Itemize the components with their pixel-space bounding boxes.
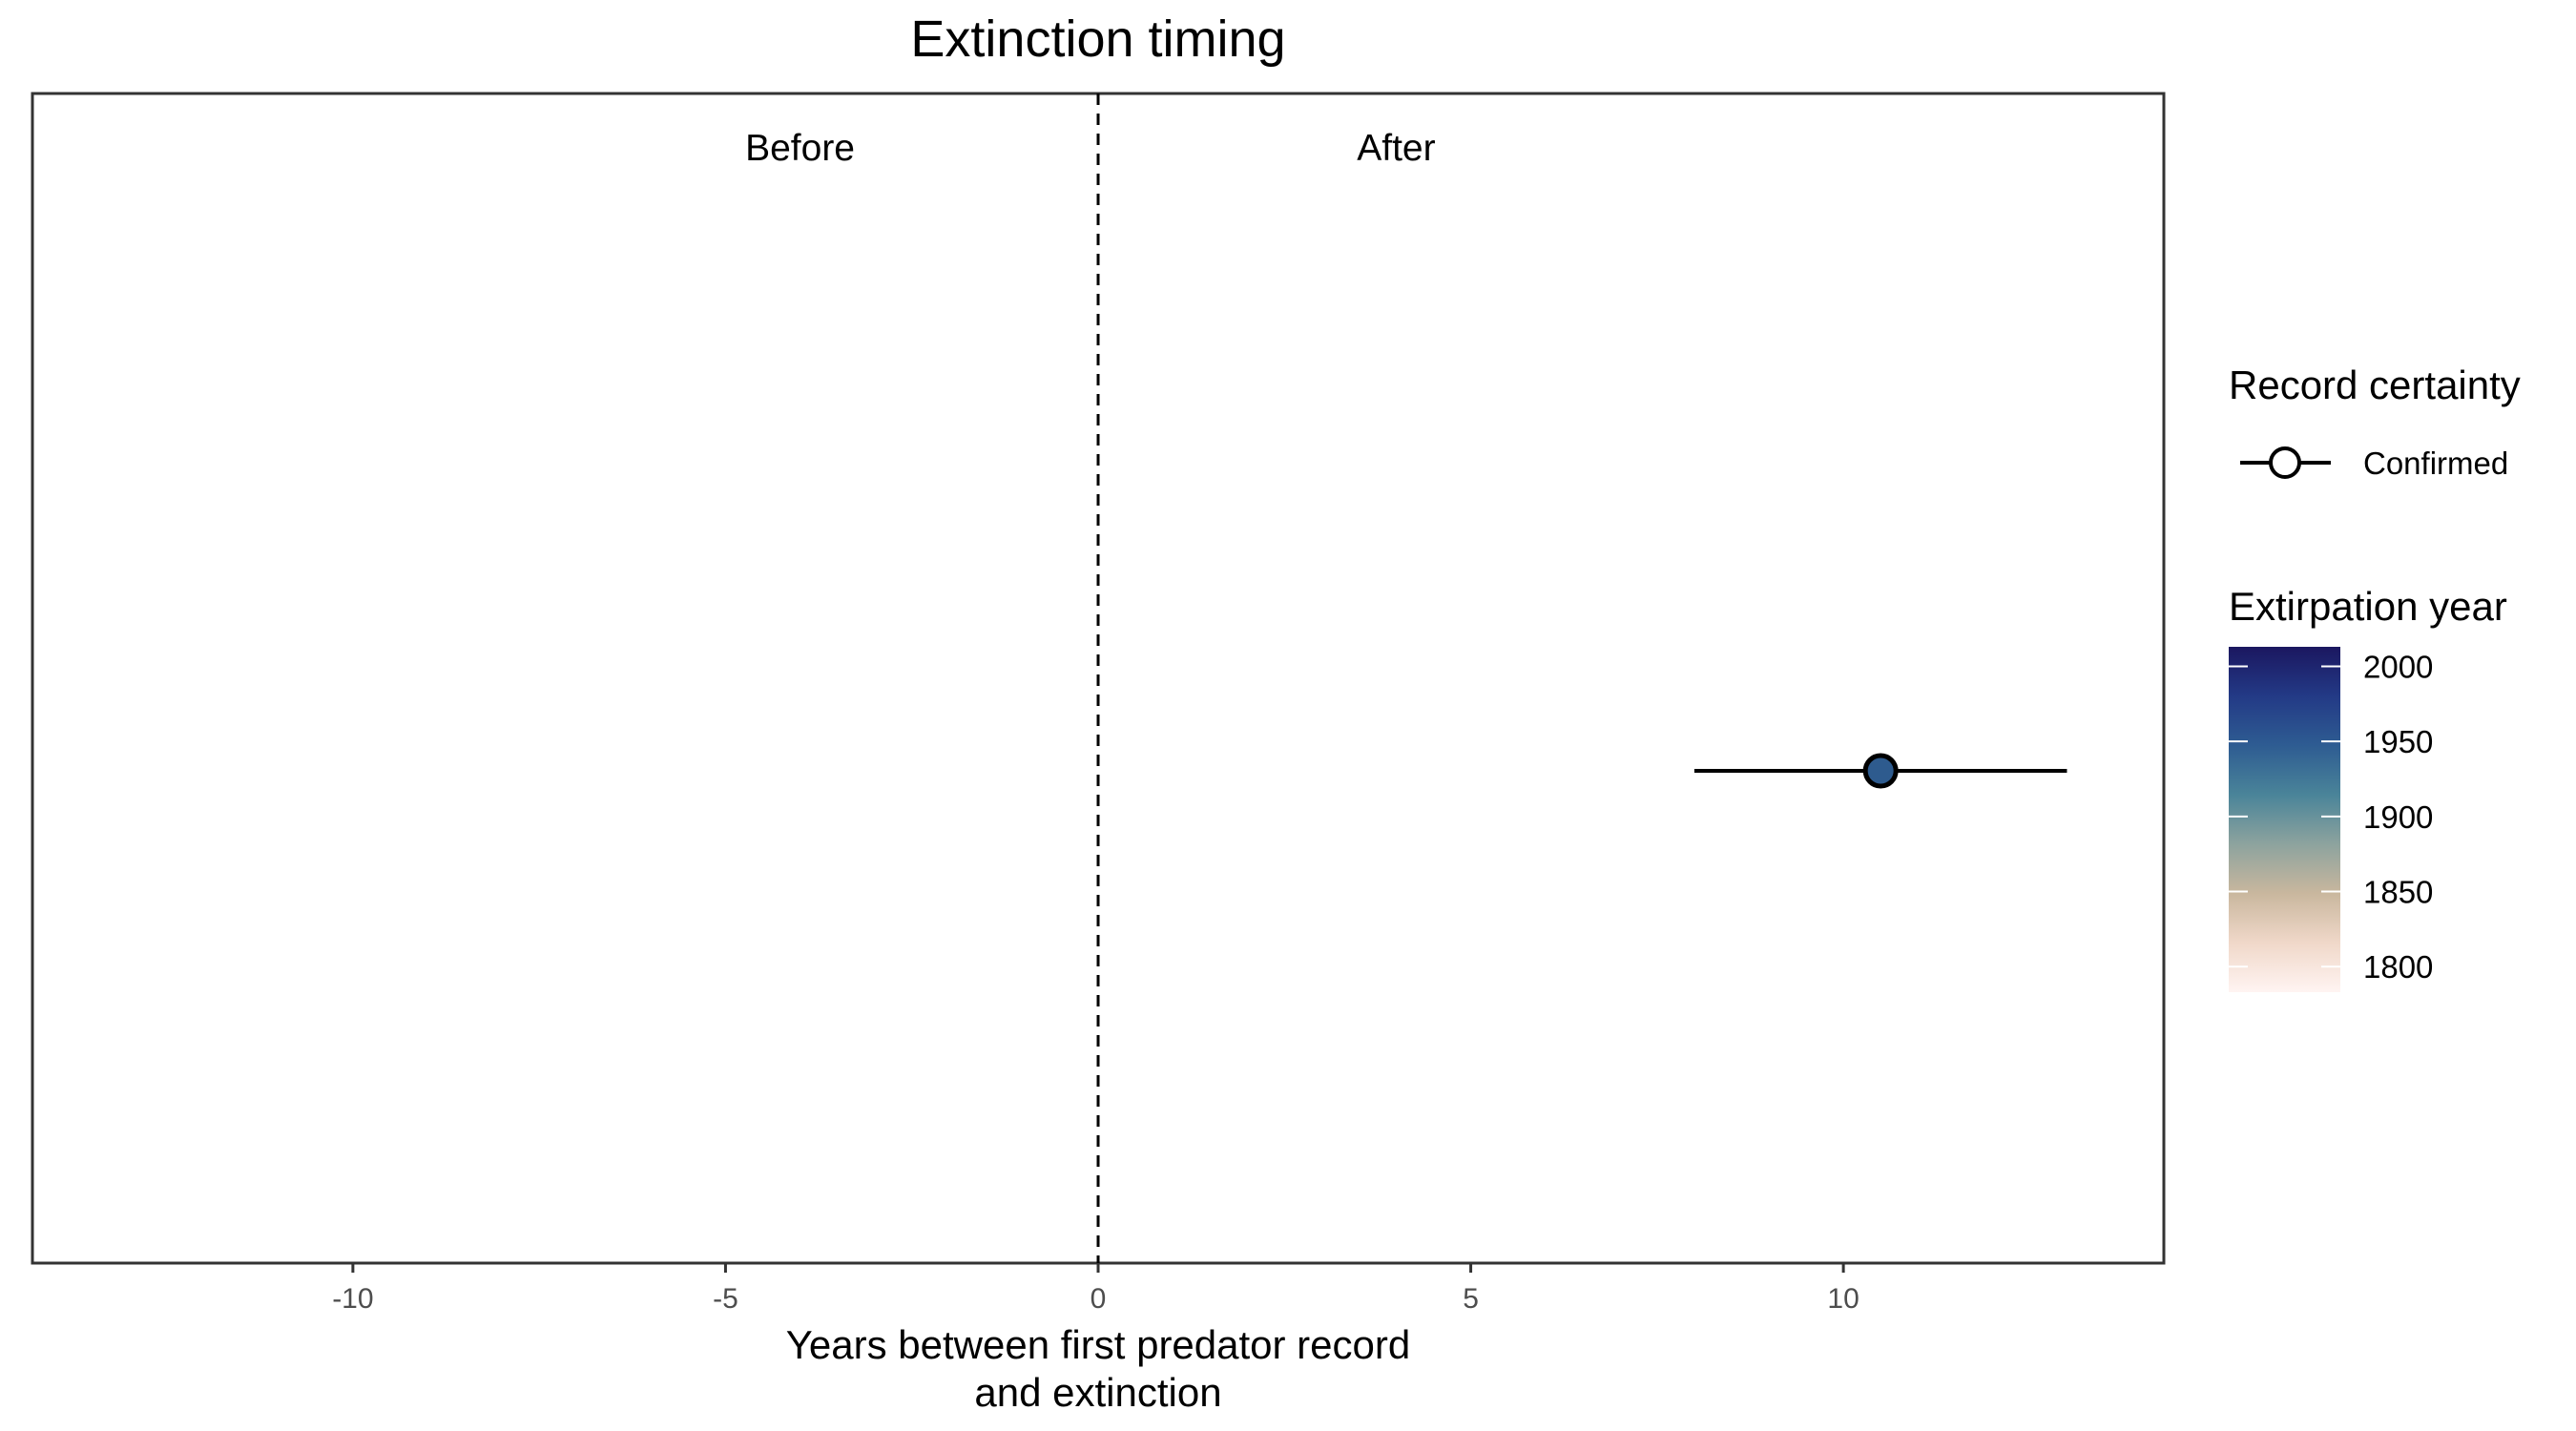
colorbar-tick-label: 1900 [2363,799,2433,835]
colorbar-tick-label: 1850 [2363,875,2433,910]
colorbar-tick-label: 1950 [2363,724,2433,759]
colorbar-tick-label: 1800 [2363,949,2433,985]
annotation-after: After [1357,128,1435,169]
x-tick-label: -5 [713,1283,738,1315]
x-tick-label: 0 [1091,1283,1107,1315]
annotation-before: Before [745,128,855,169]
legend-colorbar: Extirpation year 2000 1950 1900 1850 1800 [2229,584,2507,992]
x-tick-label: 5 [1463,1283,1479,1315]
x-axis-label-line-1: Years between first predator record [786,1322,1410,1367]
x-axis-label-line-2: and extinction [974,1370,1221,1415]
legend-certainty-title: Record certainty [2229,363,2521,407]
x-tick-label: -10 [332,1283,373,1315]
data-point [1862,753,1899,789]
legend-certainty: Record certainty Confirmed [2229,363,2521,481]
colorbar-tick-label: 2000 [2363,649,2433,684]
x-tick-label: 10 [1827,1283,1859,1315]
chart-title: Extinction timing [910,10,1285,68]
legend-certainty-marker [2269,446,2301,479]
legend-colorbar-title: Extirpation year [2229,584,2507,629]
legend-certainty-label: Confirmed [2363,446,2508,481]
colorbar [2229,647,2340,992]
